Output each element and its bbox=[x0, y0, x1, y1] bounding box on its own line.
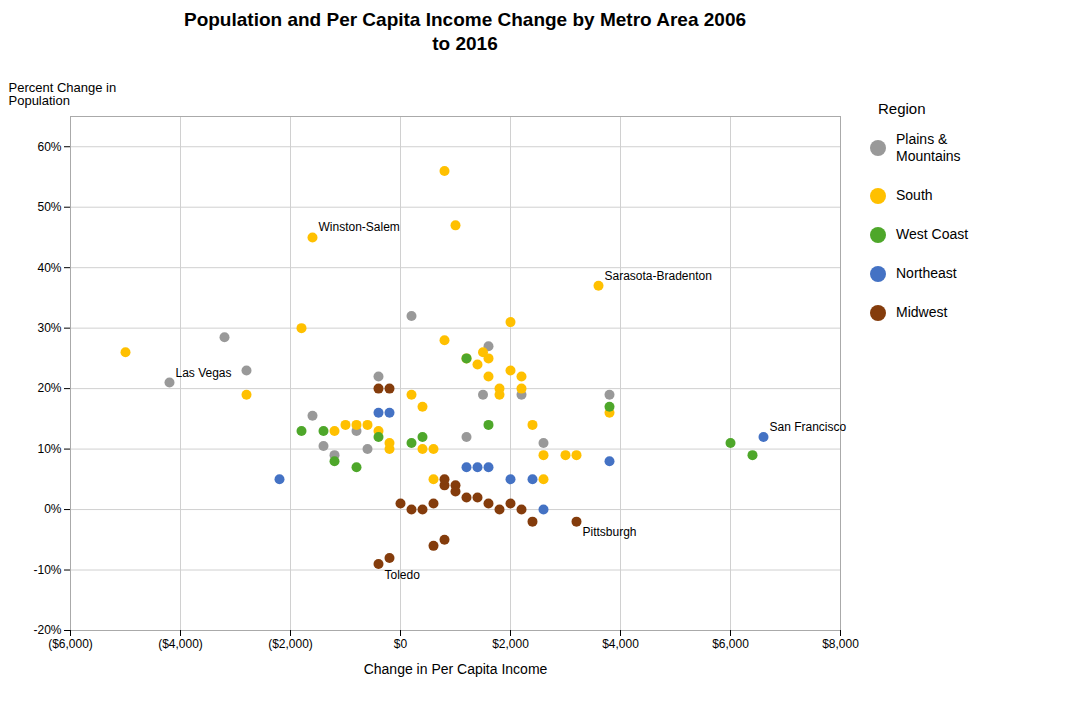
svg-text:0%: 0% bbox=[44, 502, 62, 516]
svg-text:Winston-Salem: Winston-Salem bbox=[319, 220, 400, 234]
svg-text:Las Vegas: Las Vegas bbox=[176, 366, 232, 380]
svg-text:10%: 10% bbox=[37, 442, 61, 456]
svg-text:($2,000): ($2,000) bbox=[268, 637, 313, 651]
html-text:Northeast: Northeast bbox=[896, 265, 957, 281]
svg-text:$6,000: $6,000 bbox=[712, 637, 749, 651]
svg-text:Toledo: Toledo bbox=[385, 568, 421, 582]
html-text:Region: Region bbox=[878, 100, 926, 117]
svg-text:$2,000: $2,000 bbox=[492, 637, 529, 651]
svg-text:-20%: -20% bbox=[33, 623, 61, 637]
html-text:Midwest: Midwest bbox=[896, 304, 948, 320]
html-text:South: South bbox=[896, 187, 933, 203]
html-text:Population and Per Capita Inco: Population and Per Capita Income Change … bbox=[184, 9, 746, 54]
svg-text:$4,000: $4,000 bbox=[602, 637, 639, 651]
svg-text:$8,000: $8,000 bbox=[822, 637, 859, 651]
svg-text:San Francisco: San Francisco bbox=[770, 420, 847, 434]
html-text:Plains & Mountains: Plains & Mountains bbox=[896, 131, 961, 164]
svg-text:($4,000): ($4,000) bbox=[158, 637, 203, 651]
svg-text:Change in Per Capita Income: Change in Per Capita Income bbox=[364, 661, 548, 677]
svg-text:60%: 60% bbox=[37, 140, 61, 154]
svg-text:20%: 20% bbox=[37, 381, 61, 395]
svg-text:50%: 50% bbox=[37, 200, 61, 214]
svg-text:40%: 40% bbox=[37, 261, 61, 275]
svg-text:($6,000): ($6,000) bbox=[48, 637, 93, 651]
html-text:West Coast: West Coast bbox=[896, 226, 969, 242]
svg-text:Pittsburgh: Pittsburgh bbox=[583, 525, 637, 539]
svg-text:$0: $0 bbox=[394, 637, 408, 651]
svg-text:Sarasota-Bradenton: Sarasota-Bradenton bbox=[605, 269, 712, 283]
svg-text:30%: 30% bbox=[37, 321, 61, 335]
svg-text:Percent Change inPopulation: Percent Change inPopulation bbox=[9, 80, 117, 108]
svg-text:-10%: -10% bbox=[33, 563, 61, 577]
